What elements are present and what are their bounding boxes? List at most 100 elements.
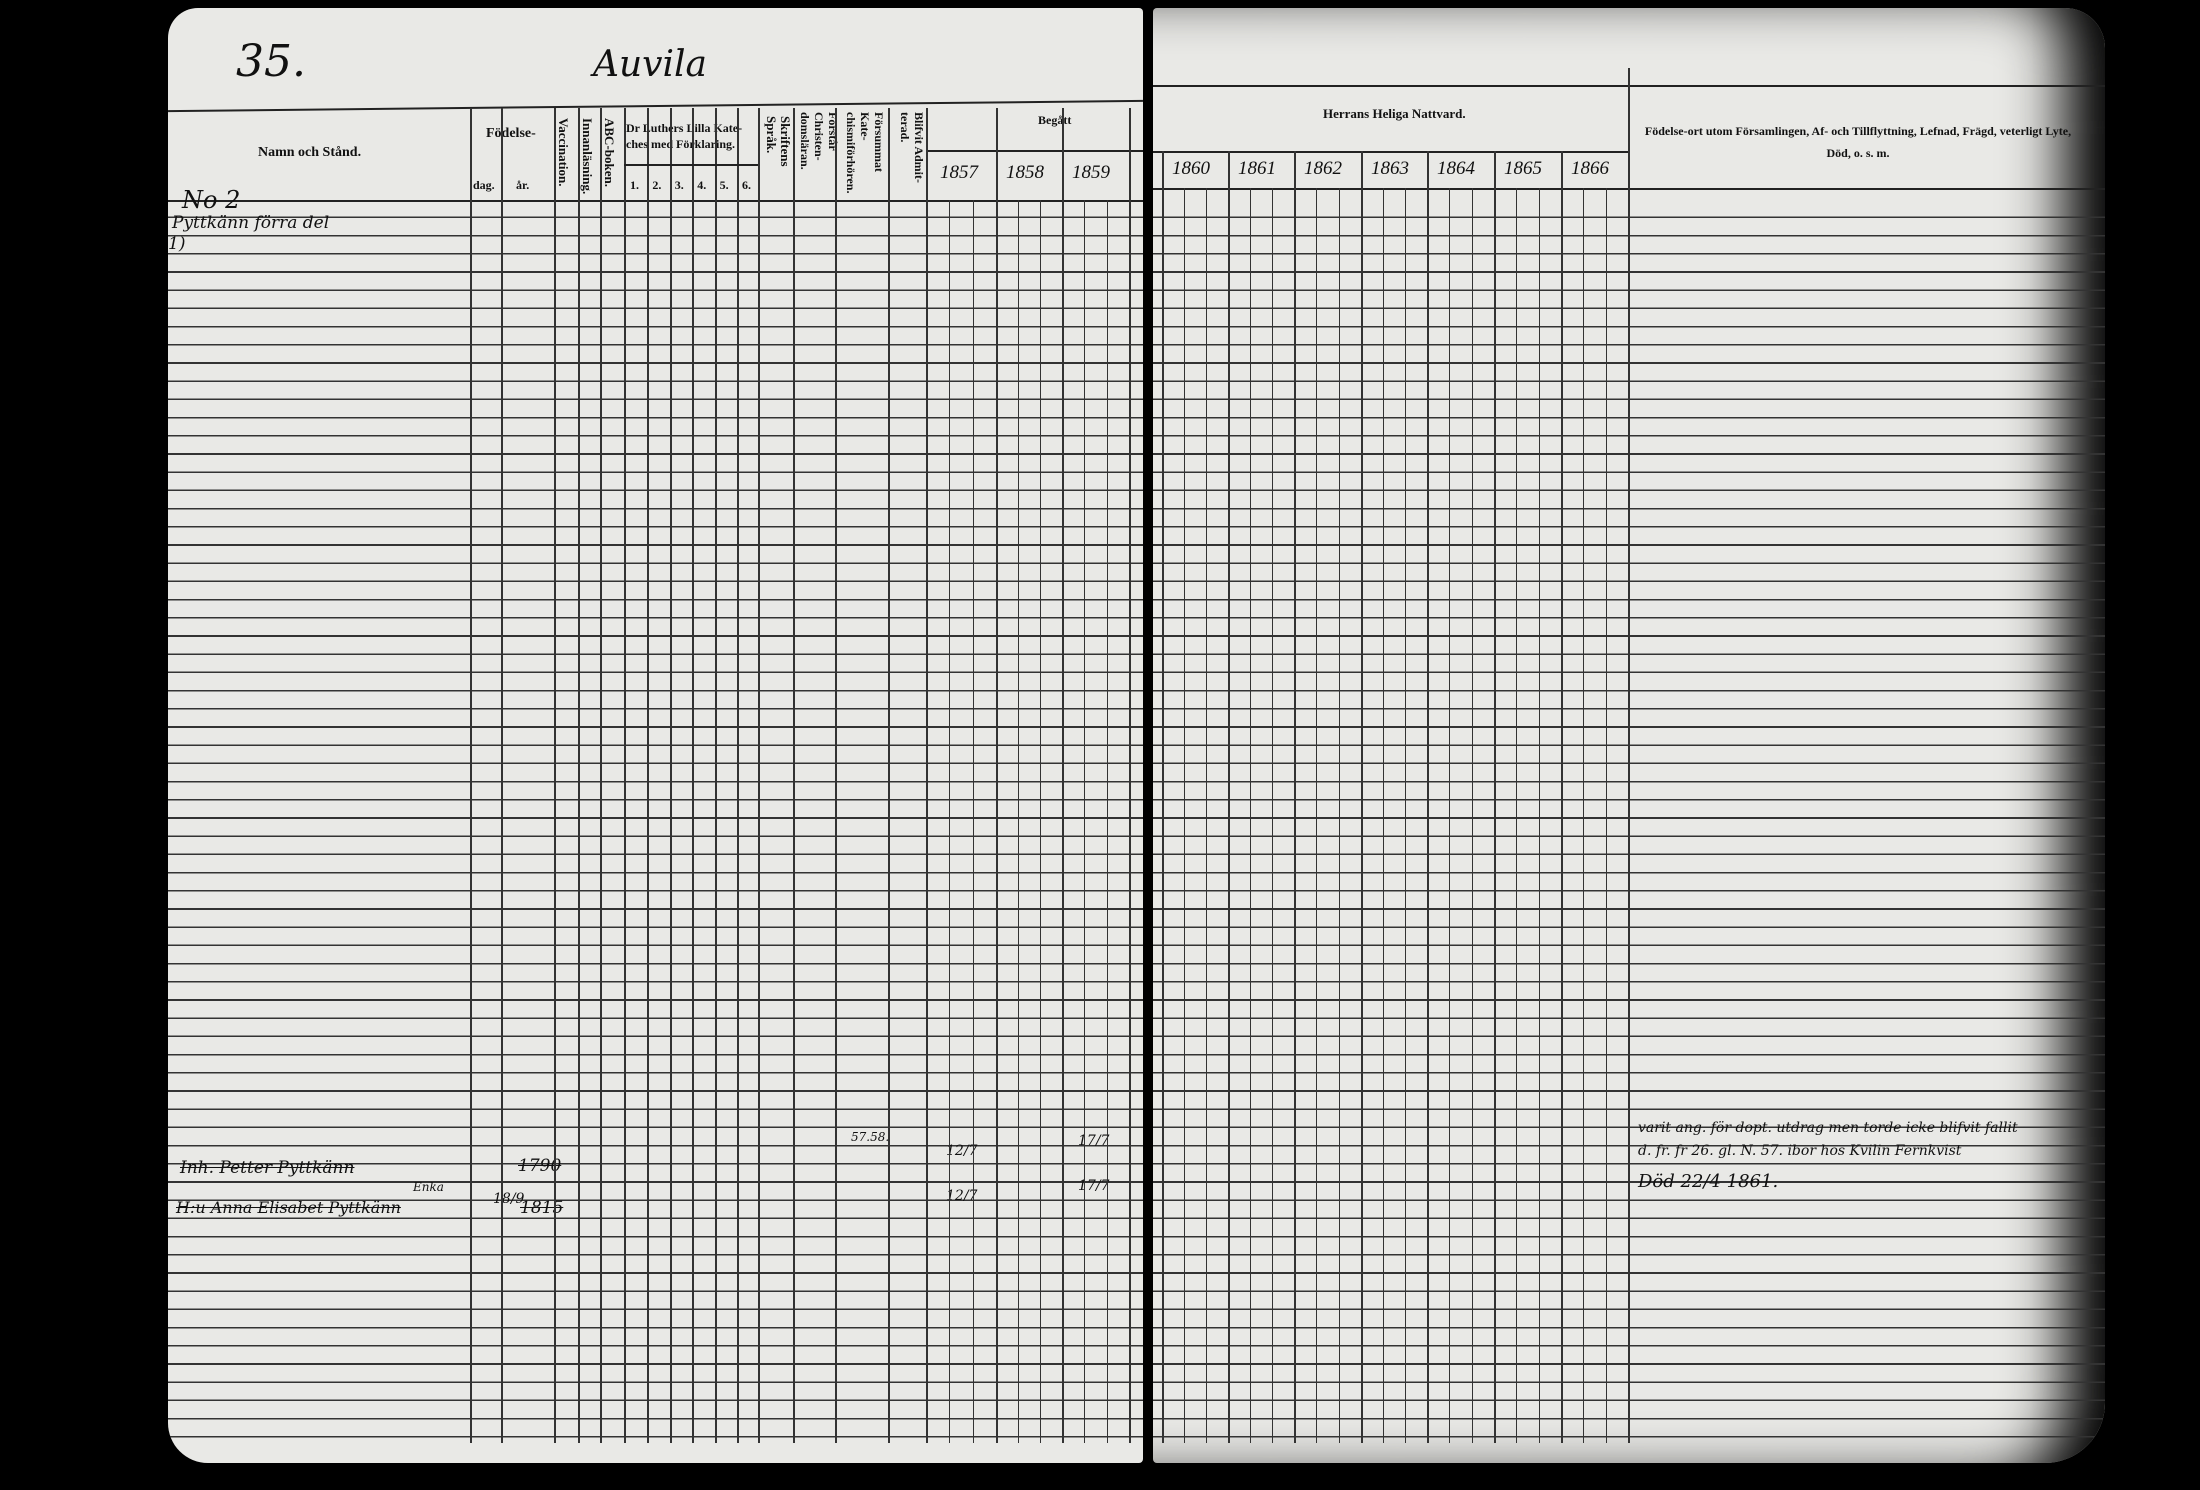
- column-rule: [1516, 188, 1518, 1443]
- header-catechism: Dr Luthers Lilla Kate-ches med Förklarin…: [626, 121, 743, 151]
- year-1858: 1858: [1006, 162, 1044, 183]
- column-rule: [647, 108, 649, 1443]
- header-reading: Innanläsning.: [580, 118, 595, 195]
- village-name: Auvila: [593, 44, 708, 85]
- header-christianity: Förstår Christen-domsläran.: [798, 112, 840, 170]
- person2-note: Enka: [413, 1180, 444, 1194]
- column-rule: [737, 108, 739, 1443]
- column-rule: [600, 108, 602, 1443]
- column-rule: [624, 108, 626, 1443]
- column-rule: [1106, 200, 1108, 1443]
- column-rule: [1405, 188, 1406, 1443]
- column-rule: [949, 200, 951, 1443]
- column-rule: [470, 108, 472, 1443]
- header-remarks: Födelse-ort utom Församlingen, Af- och T…: [1644, 124, 2072, 160]
- person1-name: Inh. Petter Pyttkänn: [180, 1158, 355, 1178]
- column-rule: [888, 108, 890, 1443]
- column-rule: [1184, 188, 1185, 1443]
- column-rule: [972, 200, 974, 1443]
- column-rule: [1018, 200, 1019, 1443]
- person1-birth-year: 1790: [518, 1156, 562, 1176]
- catechism-part-2: 2.: [652, 178, 662, 192]
- year-1864: 1864: [1437, 158, 1475, 179]
- column-rule: [1316, 188, 1318, 1443]
- year-1861: 1861: [1238, 158, 1276, 179]
- header-scripture: Skriftens Språk.: [764, 116, 793, 167]
- year-1863: 1863: [1371, 158, 1409, 179]
- column-rule: [501, 108, 503, 1443]
- column-rule: [1228, 151, 1230, 1443]
- left-page: 35. Auvila Namn och Stånd. Födelse- dag.…: [168, 8, 1143, 1463]
- year-1857: 1857: [940, 162, 978, 183]
- column-rule: [1605, 188, 1607, 1443]
- header-communion-taken: Begått: [1038, 113, 1072, 127]
- column-rule: [1294, 151, 1296, 1443]
- farm-name: Pyttkänn förra del: [172, 213, 330, 233]
- column-rule: [1383, 188, 1384, 1443]
- household-number: No 2: [182, 186, 241, 214]
- header-communion: Herrans Heliga Nattvard.: [1323, 106, 1466, 121]
- column-rule: [578, 108, 580, 1443]
- column-rule: [1272, 188, 1273, 1443]
- header-birth: Födelse-: [486, 126, 536, 141]
- catechism-part-6: 6.: [742, 178, 751, 192]
- column-rule: [1129, 108, 1131, 1443]
- column-rule: [1628, 68, 1630, 1443]
- column-rule: [793, 108, 795, 1443]
- column-rule: [1338, 188, 1340, 1443]
- header-missed: Försummat Kate-chismiförhören.: [844, 112, 886, 194]
- header-name: Namn och Stånd.: [258, 145, 362, 160]
- column-rule: [1040, 200, 1041, 1443]
- person2-birth-year: 1815: [520, 1198, 564, 1218]
- remark-line-2: d. fr. fr 26. gl. N. 57. ibor hos Kvilin…: [1638, 1143, 1962, 1159]
- column-rule: [1062, 108, 1064, 1443]
- column-rule: [1250, 188, 1251, 1443]
- column-rule: [1583, 188, 1585, 1443]
- column-rule: [1162, 151, 1164, 1443]
- column-rule: [1449, 188, 1451, 1443]
- column-rule: [835, 108, 837, 1443]
- column-rule: [670, 108, 672, 1443]
- remark-line-1: varit ang. för dopt. utdrag men torde ic…: [1638, 1120, 2018, 1136]
- header-birth-year: år.: [516, 178, 530, 192]
- catechism-part-5: 5.: [719, 178, 729, 192]
- column-rule: [758, 108, 760, 1443]
- column-rule: [1494, 151, 1496, 1443]
- ruled-rows: [168, 200, 1143, 1443]
- column-rule: [1084, 200, 1086, 1443]
- header-bottom-rule: [168, 200, 1143, 202]
- years-rule: [926, 150, 1143, 152]
- header-vaccination: Vaccination.: [556, 118, 571, 187]
- header-birth-day: dag.: [473, 178, 495, 192]
- catechism-part-1: 1.: [630, 178, 639, 192]
- header-admitted: Blifvit Admit-terad.: [898, 112, 926, 183]
- year-1860: 1860: [1172, 158, 1210, 179]
- catechism-part-4: 4.: [697, 178, 707, 192]
- year-1862: 1862: [1304, 158, 1342, 179]
- column-rule: [996, 108, 998, 1443]
- person2-1859: 17/7: [1078, 1178, 1110, 1194]
- right-page: Herrans Heliga Nattvard. 1860 1861 1862 186…: [1153, 8, 2105, 1463]
- years-rule: [1153, 151, 1628, 153]
- row-mark: 1): [168, 234, 186, 254]
- year-1866: 1866: [1571, 158, 1609, 179]
- person1-1859: 17/7: [1078, 1133, 1110, 1149]
- column-rule: [692, 108, 694, 1443]
- column-rule: [1427, 151, 1429, 1443]
- person1-missed: 57.58.: [851, 1130, 890, 1144]
- column-rule: [715, 108, 717, 1443]
- remark-line-3: Död 22/4 1861.: [1638, 1171, 1779, 1192]
- person2-birth-day: 18/9: [493, 1191, 525, 1207]
- column-rule: [1206, 188, 1207, 1443]
- column-rule: [926, 108, 928, 1443]
- header-abc: ABC-boken.: [602, 118, 617, 187]
- catechism-part-3: 3.: [674, 178, 684, 192]
- column-rule: [554, 108, 556, 1443]
- column-rule: [1361, 151, 1363, 1443]
- year-1859: 1859: [1072, 162, 1110, 183]
- catechism-rule: [624, 164, 758, 166]
- person1-1857: 12/7: [946, 1143, 978, 1159]
- page-number: 35.: [236, 36, 306, 87]
- person2-1857: 12/7: [946, 1188, 978, 1204]
- person2-name: H:u Anna Elisabet Pyttkänn: [176, 1198, 401, 1217]
